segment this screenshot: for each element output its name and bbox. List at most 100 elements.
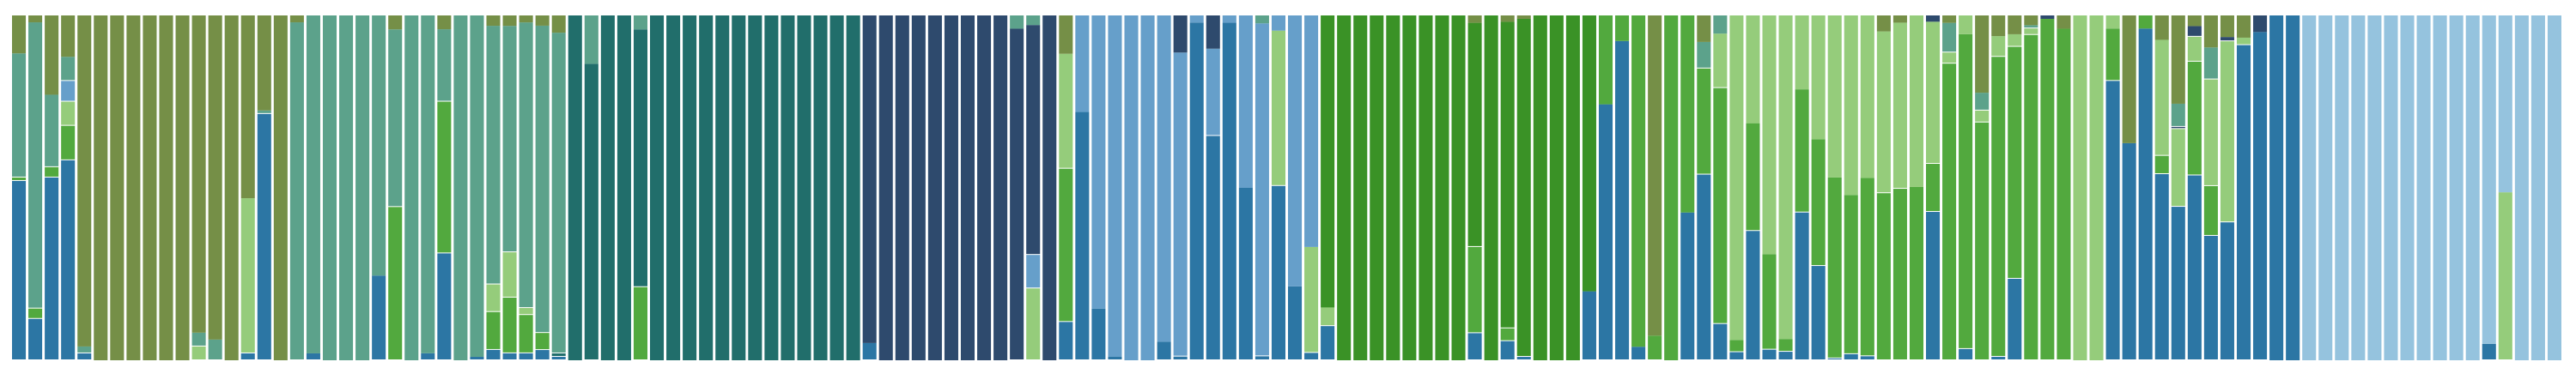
bar-segment-leaf [486, 311, 501, 349]
bar-segment-blue [535, 350, 550, 359]
bar-segment-ice [2302, 15, 2317, 360]
bar-segment-leaf [61, 125, 76, 160]
bar-segment-blue [1991, 356, 2006, 359]
bar-segment-sage [322, 15, 337, 360]
bar-segment-sky [1108, 15, 1122, 357]
bar-segment-sky [1026, 255, 1041, 288]
bar-segment-olive [535, 15, 550, 26]
bar-segment-navy [895, 15, 909, 360]
bar-segment-forest [1419, 15, 1433, 360]
bar-segment-ice [2547, 15, 2561, 360]
bar-segment-blue [2236, 45, 2251, 359]
bar-segment-lime [1746, 15, 1760, 124]
bar-segment-teal [813, 15, 828, 360]
bar-segment-teal [633, 29, 647, 286]
bar-segment-lime [1876, 31, 1891, 193]
bar-segment-blue [1304, 353, 1319, 359]
bar-segment-leaf [1795, 89, 1809, 212]
bar-segment-olive [208, 15, 222, 340]
bar-segment-lime [1844, 15, 1858, 196]
bar-segment-blue [1189, 22, 1204, 359]
bar-segment-sage [502, 26, 517, 252]
bar-segment-blue [1844, 353, 1858, 359]
bar-segment-sage [486, 26, 501, 284]
bar-segment-olive [1876, 15, 1891, 32]
bar-segment-sky [1206, 48, 1220, 136]
bar-segment-blue [2203, 235, 2218, 359]
bar-segment-leaf [1648, 335, 1662, 359]
bar-segment-navy [1010, 28, 1024, 360]
bar-segment-sage [306, 15, 320, 353]
bar-segment-navy [1042, 15, 1057, 360]
bar-segment-sky [61, 81, 76, 101]
bar-segment-navy [2253, 15, 2268, 33]
bar-segment-lime [2220, 41, 2234, 222]
bar-segment-leaf [2024, 34, 2038, 359]
bar-segment-sky [1304, 15, 1319, 247]
bar-segment-blue [61, 160, 76, 359]
bar-segment-navy [1926, 15, 1941, 22]
bar-segment-olive [12, 15, 27, 54]
bar-segment-blue [1697, 174, 1711, 359]
bar-segment-teal [551, 353, 566, 356]
bar-segment-blue [1729, 352, 1744, 359]
bar-segment-olive [2008, 15, 2022, 34]
bar-segment-blue [437, 253, 452, 359]
bar-segment-olive [2122, 15, 2136, 143]
bar-segment-navy [1173, 15, 1188, 53]
bar-segment-olive [2220, 15, 2234, 38]
bar-segment-blue [45, 177, 59, 359]
bar-segment-ice [2367, 15, 2382, 360]
bar-segment-forest [1565, 15, 1580, 360]
bar-segment-navy [960, 15, 975, 360]
bar-segment-leaf [437, 101, 452, 253]
bar-segment-leaf [1991, 57, 2006, 356]
bar-segment-leaf [1059, 168, 1073, 322]
bar-segment-olive [143, 15, 157, 360]
bar-segment-blue [1157, 341, 1171, 359]
bar-segment-blue [1222, 22, 1236, 360]
bar-segment-olive [519, 15, 533, 23]
bar-segment-olive [240, 15, 255, 199]
bar-segment-blue [519, 353, 533, 359]
bar-segment-blue [306, 353, 320, 359]
bar-segment-blue [1173, 356, 1188, 359]
bar-segment-blue [2008, 278, 2022, 359]
bar-segment-forest [1435, 15, 1449, 360]
bar-segment-blue [28, 318, 43, 359]
bar-segment-leaf [1615, 15, 1630, 41]
bar-segment-olive [2024, 15, 2038, 26]
bar-segment-forest [1451, 15, 1466, 360]
bar-segment-leaf [535, 333, 550, 350]
bar-segment-lime [2154, 39, 2169, 155]
bar-segment-leaf [2040, 18, 2055, 359]
bar-segment-olive [1697, 15, 1711, 42]
bar-segment-leaf [388, 207, 403, 359]
bar-segment-blue [257, 113, 271, 360]
bar-segment-lime [1959, 15, 1973, 34]
bar-segment-leaf [1959, 33, 1973, 348]
bar-segment-olive [551, 15, 566, 33]
bar-segment-teal [584, 63, 598, 359]
bar-segment-sage [77, 346, 92, 353]
bar-segment-leaf [1729, 340, 1744, 352]
bar-segment-leaf [2057, 28, 2071, 360]
bar-segment-blue [2138, 28, 2153, 360]
bar-segment-lime [1729, 15, 1744, 341]
bar-segment-sky [1124, 15, 1139, 360]
bar-segment-forest [1337, 15, 1352, 360]
bar-segment-leaf [1500, 328, 1515, 341]
bar-segment-ice [2400, 15, 2415, 360]
bar-segment-blue [1091, 308, 1106, 359]
bar-segment-leaf [1893, 189, 1907, 359]
bar-segment-blue [1926, 212, 1941, 359]
bar-segment-lime [2498, 192, 2512, 359]
bar-segment-olive [273, 15, 288, 360]
bar-segment-olive [1059, 15, 1073, 54]
bar-segment-navy [862, 15, 877, 343]
bar-segment-olive [1975, 15, 1990, 93]
bar-segment-sage [404, 15, 419, 360]
bar-segment-leaf [28, 308, 43, 318]
